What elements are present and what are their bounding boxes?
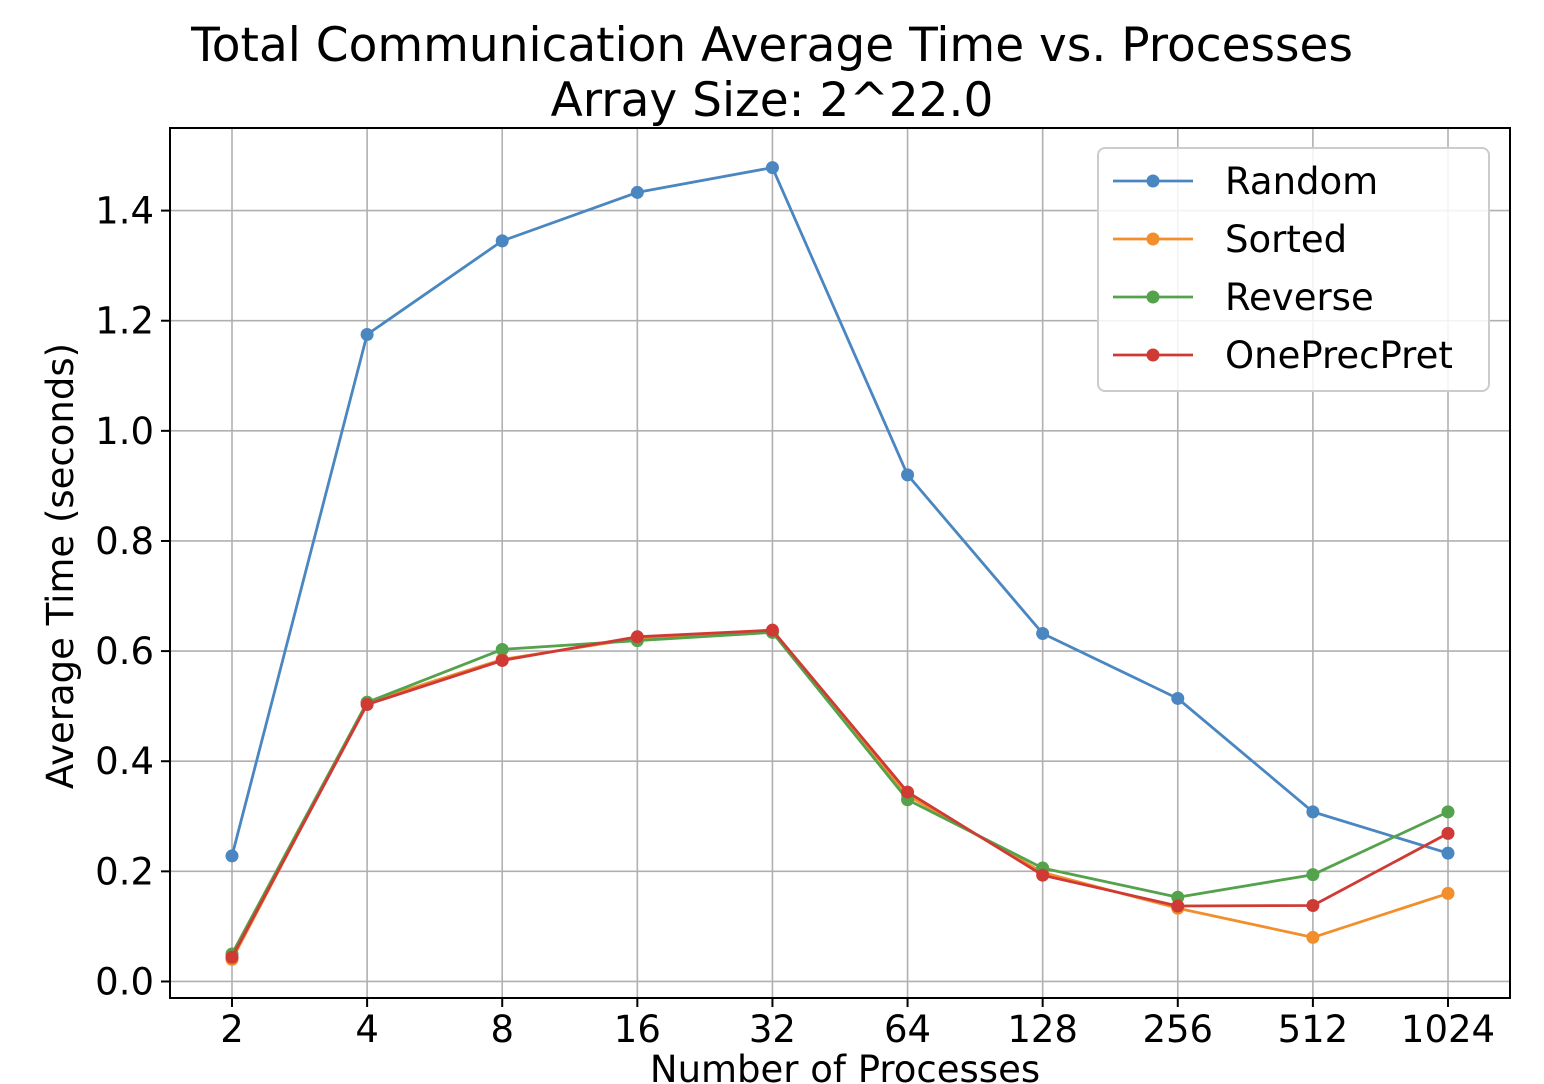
data-point <box>901 785 915 799</box>
data-point <box>495 642 509 656</box>
x-tick-label: 512 <box>1278 1008 1349 1051</box>
data-point <box>495 653 509 667</box>
x-tick-label: 32 <box>749 1008 796 1051</box>
data-point <box>630 630 644 644</box>
series-group <box>225 161 1455 966</box>
series-line <box>230 628 1449 958</box>
data-point <box>1171 899 1185 913</box>
data-point <box>1036 626 1050 640</box>
x-tick-label: 4 <box>355 1008 379 1051</box>
data-point <box>1306 868 1320 882</box>
y-tick-label: 1.2 <box>95 300 154 343</box>
legend-marker <box>1146 290 1160 304</box>
data-point <box>360 698 374 712</box>
plot-area-frame <box>169 127 1511 999</box>
legend: Random Sorted Reverse OnePrecPret <box>1097 147 1490 392</box>
series-reverse <box>225 625 1455 961</box>
x-axis-label: Number of Processes <box>650 1048 1040 1084</box>
y-tick-label: 1.0 <box>95 410 154 453</box>
x-tick-label: 2 <box>220 1008 244 1051</box>
legend-marker <box>1146 174 1160 188</box>
series-random <box>225 161 1455 863</box>
data-point <box>765 623 779 637</box>
legend-marker <box>1146 348 1160 362</box>
data-point <box>1441 846 1455 860</box>
data-point <box>225 950 239 964</box>
data-point <box>630 185 644 199</box>
legend-item: Sorted <box>1113 218 1347 261</box>
data-point <box>765 161 779 175</box>
x-tick-label: 256 <box>1142 1008 1213 1051</box>
legend-item: Random <box>1113 160 1378 203</box>
y-axis: 0.0 0.2 0.4 0.6 0.8 1.0 1.2 1.4 <box>95 190 170 1003</box>
legend-label: Sorted <box>1225 218 1347 261</box>
data-point <box>1441 826 1455 840</box>
legend-box <box>1097 147 1490 392</box>
y-tick-label: 0.0 <box>95 960 154 1003</box>
data-point <box>1306 898 1320 912</box>
data-point <box>495 234 509 248</box>
x-tick-label: 128 <box>1007 1008 1078 1051</box>
legend-marker <box>1146 232 1160 246</box>
series-oneprecpret <box>225 623 1455 964</box>
series-sorted <box>225 624 1455 966</box>
y-axis-label: Average Time (seconds) <box>39 343 82 789</box>
x-tick-label: 64 <box>884 1008 931 1051</box>
data-point <box>1441 805 1455 819</box>
x-tick-label: 1024 <box>1401 1008 1495 1051</box>
y-tick-label: 0.6 <box>95 630 154 673</box>
y-tick-label: 0.8 <box>95 520 154 563</box>
x-tick-label: 16 <box>614 1008 661 1051</box>
data-point <box>1306 805 1320 819</box>
series-line <box>230 631 1449 955</box>
legend-label: Reverse <box>1225 276 1374 319</box>
data-point <box>225 849 239 863</box>
legend-item: OnePrecPret <box>1113 334 1453 377</box>
chart-subtitle: Array Size: 2^22.0 <box>550 73 994 128</box>
legend-label: Random <box>1225 160 1378 203</box>
y-tick-label: 0.4 <box>95 740 154 783</box>
legend-item: Reverse <box>1113 276 1374 319</box>
y-tick-label: 1.4 <box>95 190 154 233</box>
data-point <box>1441 886 1455 900</box>
chart-title: Total Communication Average Time vs. Pro… <box>191 18 1353 73</box>
data-point <box>1306 930 1320 944</box>
y-tick-label: 0.2 <box>95 850 154 893</box>
series-line <box>230 166 1449 857</box>
x-axis: 2 4 8 16 32 64 128 256 512 1024 <box>220 998 1495 1051</box>
data-point <box>360 327 374 341</box>
x-tick-label: 8 <box>490 1008 514 1051</box>
data-point <box>1036 868 1050 882</box>
series-line <box>230 629 1449 961</box>
legend-label: OnePrecPret <box>1225 334 1453 377</box>
data-point <box>901 468 915 482</box>
data-point <box>1171 691 1185 705</box>
